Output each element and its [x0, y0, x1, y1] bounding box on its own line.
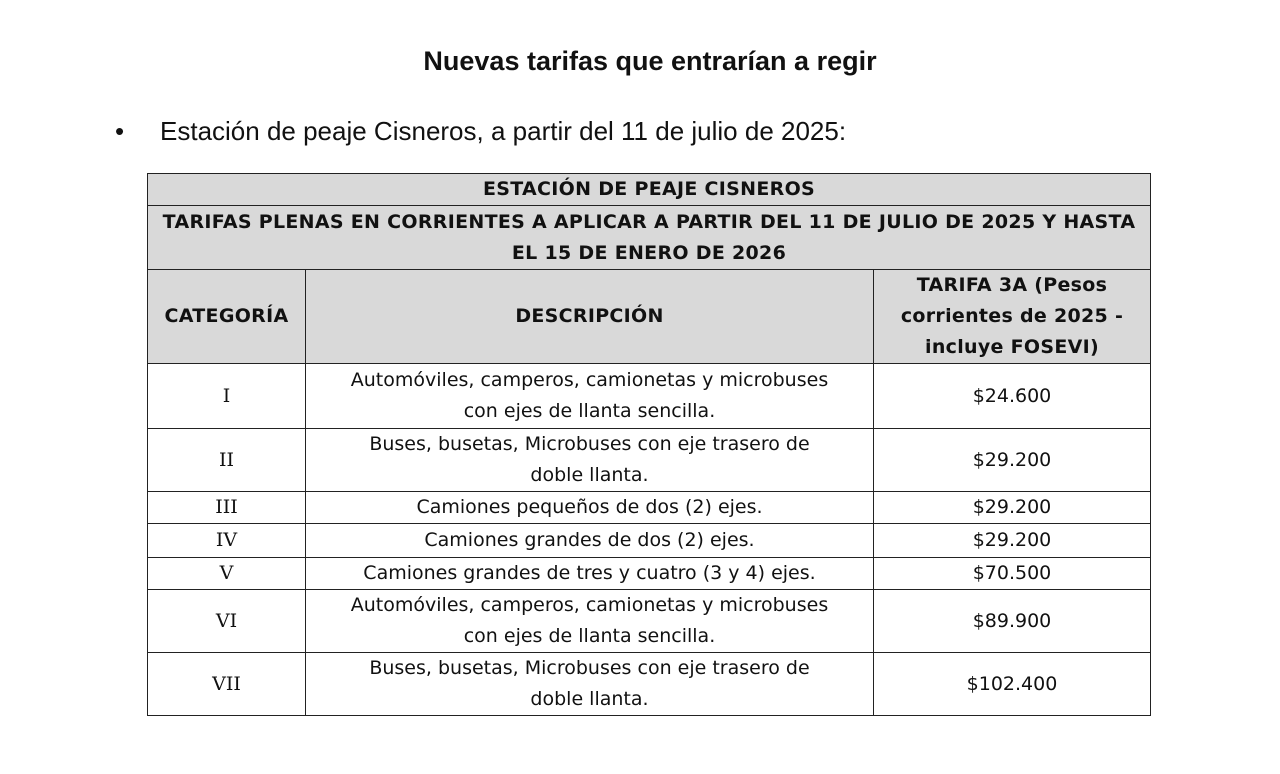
- table-row: III Camiones pequeños de dos (2) ejes. $29…: [147, 491, 1151, 524]
- tariff: $70.500: [873, 557, 1151, 590]
- bullet-text: Estación de peaje Cisneros, a partir del…: [160, 116, 847, 146]
- tariff: $29.200: [873, 428, 1151, 492]
- column-header: TARIFA 3A (Pesos corrientes de 2025 - in…: [873, 269, 1151, 364]
- category: II: [147, 428, 306, 492]
- title: Nuevas tarifas que entrarían a regir: [423, 46, 877, 76]
- description: Camiones pequeños de dos (2) ejes.: [305, 491, 874, 524]
- tariff: $29.200: [873, 523, 1151, 558]
- description: Camiones grandes de tres y cuatro (3 y 4…: [305, 557, 874, 590]
- description: Automóviles, camperos, camionetas y micr…: [305, 363, 874, 429]
- table-title: ESTACIÓN DE PEAJE CISNEROS: [147, 173, 1151, 206]
- description: Buses, busetas, Microbuses con eje trase…: [305, 428, 874, 492]
- description: Automóviles, camperos, camionetas y micr…: [305, 589, 874, 653]
- column-header: CATEGORÍA: [147, 269, 306, 364]
- table-row: VII Buses, busetas, Microbuses con eje tr…: [147, 652, 1151, 716]
- description: Buses, busetas, Microbuses con eje trase…: [305, 652, 874, 716]
- category: VII: [147, 652, 306, 716]
- table-row: I Automóviles, camperos, camionetas y mic…: [147, 363, 1151, 429]
- tariff: $89.900: [873, 589, 1151, 653]
- tariff-table: ESTACIÓN DE PEAJE CISNEROS TARIFAS PLENA…: [147, 173, 1151, 716]
- tariff: $102.400: [873, 652, 1151, 716]
- table-subtitle: TARIFAS PLENAS EN CORRIENTES A APLICAR A…: [147, 205, 1151, 270]
- table-row: IV Camiones grandes de dos (2) ejes. $29.2…: [147, 523, 1151, 558]
- column-header: DESCRIPCIÓN: [305, 269, 874, 364]
- bullet-item: • Estación de peaje Cisneros, a partir de…: [115, 116, 847, 146]
- tariff: $24.600: [873, 363, 1151, 429]
- table-row: II Buses, busetas, Microbuses con eje tra…: [147, 428, 1151, 492]
- description: Camiones grandes de dos (2) ejes.: [305, 523, 874, 558]
- category: VI: [147, 589, 306, 653]
- category: III: [147, 491, 306, 524]
- category: IV: [147, 523, 306, 558]
- category: I: [147, 363, 306, 429]
- category: V: [147, 557, 306, 590]
- tariff: $29.200: [873, 491, 1151, 524]
- table-row: V Camiones grandes de tres y cuatro (3 y …: [147, 557, 1151, 590]
- table-row: VI Automóviles, camperos, camionetas y mi…: [147, 589, 1151, 653]
